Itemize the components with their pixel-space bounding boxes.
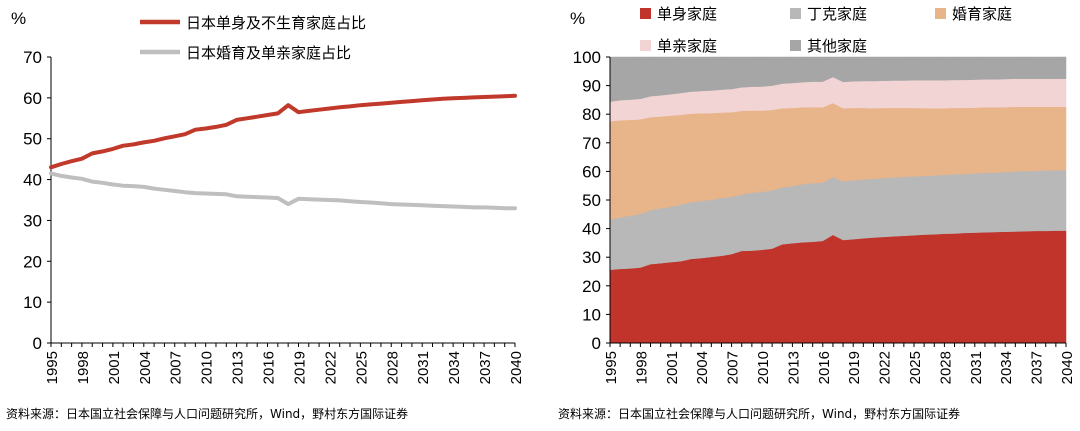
left-line-chart: % 0 10 20 30 40 50 60 70 1995 1998 2001 2004 2007 2010… — [11, 9, 525, 384]
right-legend-swatch-4 — [640, 40, 651, 51]
left-x-tick-label: 2013 — [230, 351, 247, 384]
right-legend-label-4: 单亲家庭 — [657, 37, 717, 55]
right-x-tick-label: 2037 — [1029, 351, 1046, 384]
right-y-unit-label: % — [570, 9, 585, 28]
right-x-tick-label: 2019 — [846, 351, 863, 384]
right-x-tick-label: 2007 — [725, 351, 742, 384]
right-legend-swatch-2 — [790, 8, 801, 19]
left-x-tick-label: 2001 — [106, 351, 123, 384]
right-x-tick-label: 2025 — [907, 351, 924, 384]
left-x-tick-label: 2031 — [415, 351, 432, 384]
right-x-tick-label: 2001 — [664, 351, 681, 384]
left-x-tick-label: 2004 — [137, 351, 154, 384]
right-x-tick-label: 2004 — [694, 351, 711, 384]
right-y-tick-label: 100 — [573, 48, 601, 67]
right-y-tick-label: 90 — [582, 77, 601, 96]
right-legend-label-5: 其他家庭 — [807, 37, 867, 55]
right-x-tick-label: 1998 — [633, 351, 650, 384]
left-y-tick-label: 20 — [23, 252, 42, 271]
right-x-tick-label: 2031 — [968, 351, 985, 384]
right-area-5 — [609, 56, 1067, 102]
left-x-tick-label: 2016 — [261, 351, 278, 384]
left-x-tick-label: 2028 — [384, 351, 401, 384]
right-legend-swatch-3 — [935, 8, 946, 19]
right-stacked-area-chart: % 0 10 20 30 40 50 60 70 80 90 100 1995 1998 2001 2004 2… — [570, 5, 1076, 384]
left-x-tick-label: 2010 — [199, 351, 216, 384]
left-x-tick-label: 2025 — [353, 351, 370, 384]
right-y-tick-label: 10 — [582, 305, 601, 324]
right-y-tick-label: 50 — [582, 191, 601, 210]
source-note-right: 资料来源：日本国立社会保障与人口问题研究所，Wind，野村东方国际证券 — [558, 407, 961, 421]
right-x-tick-label: 2022 — [877, 351, 894, 384]
right-x-tick-label: 2016 — [816, 351, 833, 384]
right-legend-label-2: 丁克家庭 — [807, 5, 867, 23]
right-y-tick-label: 0 — [592, 334, 601, 353]
right-y-tick-label: 40 — [582, 220, 601, 239]
right-x-tick-label: 2010 — [755, 351, 772, 384]
left-y-tick-label: 60 — [23, 89, 42, 108]
left-x-tick-label: 2022 — [322, 351, 339, 384]
right-y-tick-label: 20 — [582, 277, 601, 296]
right-legend-swatch-5 — [790, 40, 801, 51]
right-legend-label-1: 单身家庭 — [657, 5, 717, 23]
source-note-left: 资料来源：日本国立社会保障与人口问题研究所，Wind，野村东方国际证券 — [6, 407, 409, 421]
left-y-tick-label: 70 — [23, 48, 42, 67]
right-x-tick-label: 2040 — [1059, 351, 1076, 384]
right-x-tick-label: 2034 — [998, 351, 1015, 384]
right-x-tick-label: 2028 — [937, 351, 954, 384]
left-y-tick-label: 30 — [23, 211, 42, 230]
left-y-tick-label: 0 — [33, 334, 42, 353]
left-x-tick-label: 2037 — [477, 351, 494, 384]
right-legend-swatch-1 — [640, 8, 651, 19]
right-y-tick-label: 80 — [582, 105, 601, 124]
left-y-tick-label: 50 — [23, 130, 42, 149]
right-y-tick-label: 60 — [582, 162, 601, 181]
right-y-tick-label: 30 — [582, 248, 601, 267]
left-x-tick-label: 2007 — [168, 351, 185, 384]
left-x-tick-label: 1995 — [44, 351, 61, 384]
left-legend-label-1: 日本单身及不生育家庭占比 — [186, 14, 366, 32]
left-x-tick-label: 2040 — [508, 351, 525, 384]
right-y-tick-label: 70 — [582, 134, 601, 153]
left-x-tick-label: 2019 — [291, 351, 308, 384]
left-y-tick-label: 10 — [23, 293, 42, 312]
left-legend-label-2: 日本婚育及单亲家庭占比 — [186, 44, 351, 62]
left-x-tick-label: 1998 — [75, 351, 92, 384]
left-series-line-2 — [49, 171, 517, 211]
right-x-tick-label: 2013 — [785, 351, 802, 384]
right-area-layer — [609, 56, 1067, 344]
right-x-tick-label: 1995 — [603, 351, 620, 384]
left-x-tick-label: 2034 — [446, 351, 463, 384]
left-y-tick-label: 40 — [23, 171, 42, 190]
right-legend-label-3: 婚育家庭 — [952, 5, 1012, 23]
left-series-line-1 — [49, 93, 517, 170]
left-y-unit-label: % — [11, 9, 26, 28]
